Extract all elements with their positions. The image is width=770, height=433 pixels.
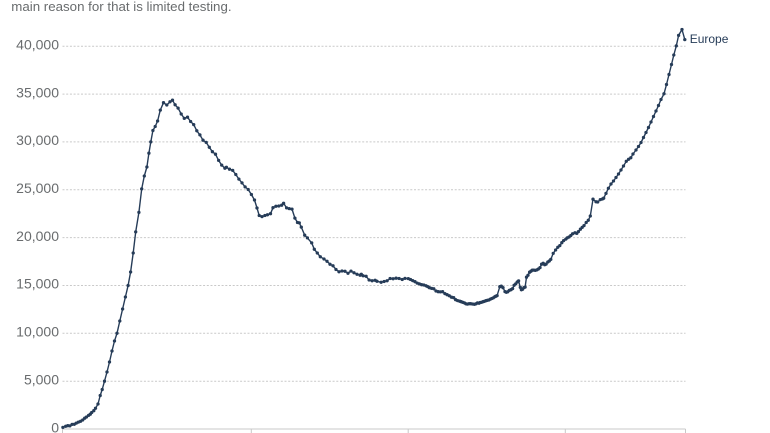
svg-text:25,000: 25,000	[16, 180, 59, 196]
svg-text:30,000: 30,000	[16, 132, 59, 148]
svg-text:0: 0	[51, 420, 59, 433]
svg-text:15,000: 15,000	[16, 276, 59, 292]
svg-text:main reason for that is limite: main reason for that is limited testing.	[11, 0, 231, 14]
svg-text:35,000: 35,000	[16, 84, 59, 100]
svg-text:Europe: Europe	[690, 32, 729, 46]
svg-text:20,000: 20,000	[16, 228, 59, 244]
svg-text:40,000: 40,000	[16, 36, 59, 52]
svg-text:10,000: 10,000	[16, 324, 59, 340]
svg-text:5,000: 5,000	[24, 371, 59, 387]
